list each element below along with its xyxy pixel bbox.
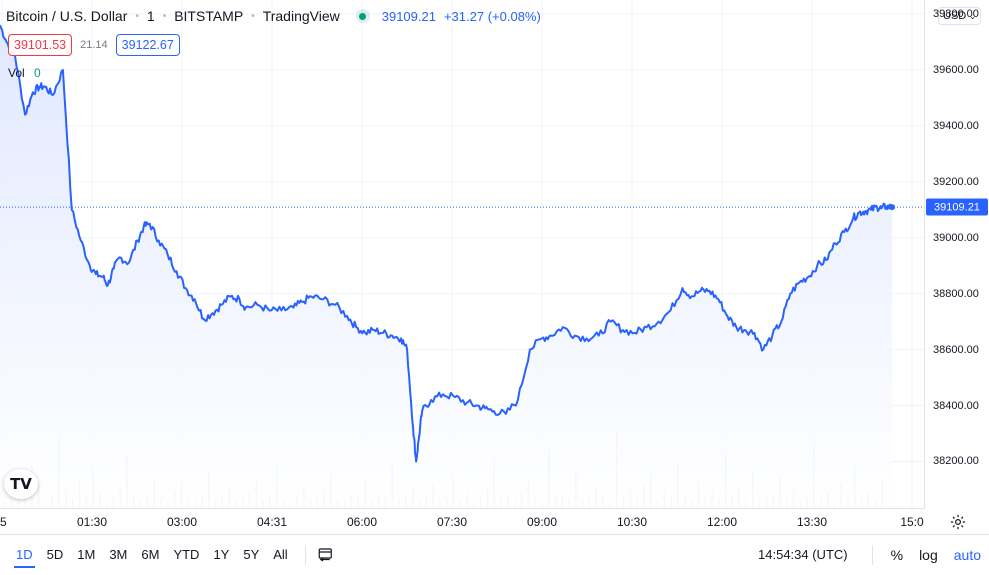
range-button-3m[interactable]: 3M: [109, 546, 128, 562]
bottom-toolbar: 1D 5D 1M 3M 6M YTD 1Y 5Y All 14:54:34 (UTC) % lo…: [0, 534, 989, 574]
tradingview-logo-icon: TV: [10, 475, 32, 493]
volume-legend[interactable]: Vol 0: [8, 66, 41, 80]
tradingview-logo[interactable]: TV: [4, 469, 38, 499]
currency-label: USD: [943, 10, 967, 22]
price-tick-label: 39000.00: [933, 231, 979, 244]
time-tick-label: 13:30: [796, 515, 828, 529]
time-tick-label: 07:30: [436, 515, 468, 529]
range-button-1d[interactable]: 1D: [9, 535, 40, 575]
price-tick-label: 39200.00: [933, 175, 979, 188]
time-tick-label: 10:30: [616, 515, 648, 529]
price-chart[interactable]: [0, 0, 925, 509]
last-price-label: 39109.21: [926, 198, 988, 216]
percent-scale-toggle[interactable]: %: [890, 546, 904, 563]
spread-value: 21.14: [80, 39, 108, 51]
price-tick-label: 39600.00: [933, 63, 979, 76]
exchange-label: BITSTAMP: [174, 8, 244, 24]
toolbar-divider: [304, 544, 306, 565]
currency-selector-button[interactable]: USD ⌄: [938, 7, 981, 25]
symbol-name[interactable]: Bitcoin / U.S. Dollar: [6, 8, 128, 24]
time-tick-label: 03:00: [166, 515, 198, 529]
interval-label[interactable]: 1: [146, 8, 155, 24]
range-button-all[interactable]: All: [273, 546, 288, 562]
log-scale-toggle[interactable]: log: [919, 546, 938, 563]
separator-dot-icon: •: [251, 10, 255, 22]
price-tick-label: 38400.00: [933, 399, 979, 412]
chart-area[interactable]: Bitcoin / U.S. Dollar • 1 • BITSTAMP • T…: [0, 0, 925, 509]
time-axis[interactable]: 5 01:30 03:00 04:31 06:00 07:30 09:00 10:30 12:0…: [0, 509, 925, 534]
chart-header: Bitcoin / U.S. Dollar • 1 • BITSTAMP • T…: [6, 8, 541, 24]
time-tick-label: 06:00: [346, 515, 378, 529]
price-tick-label: 39400.00: [933, 119, 979, 132]
separator-dot-icon: •: [135, 10, 139, 22]
time-tick-label: 15:0: [900, 515, 924, 529]
header-price-change: +31.27 (+0.08%): [443, 8, 541, 24]
quote-row: 39101.53 21.14 39122.67: [8, 34, 180, 56]
price-tick-label: 39800.00: [933, 7, 979, 20]
separator-dot-icon: •: [162, 10, 167, 22]
price-tick-label: 38600.00: [933, 343, 979, 356]
range-button-5y[interactable]: 5Y: [243, 546, 260, 562]
time-tick-label: 12:00: [706, 515, 738, 529]
toolbar-divider: [871, 544, 873, 565]
range-button-5d[interactable]: 5D: [46, 546, 64, 562]
price-tick-label: 38800.00: [933, 287, 979, 300]
date-range-picker-icon[interactable]: [316, 545, 336, 565]
price-tick-label: 38200.00: [933, 455, 979, 468]
date-range-buttons: 1D 5D 1M 3M 6M YTD 1Y 5Y All: [9, 535, 295, 575]
ask-price-button[interactable]: 39122.67: [115, 34, 180, 56]
bid-price-button[interactable]: 39101.53: [8, 34, 73, 56]
range-button-ytd[interactable]: YTD: [173, 546, 200, 562]
price-series-line[interactable]: [0, 24, 893, 463]
price-axis[interactable]: USD ⌄ 39800.00 39600.00 39400.00 39200.00 39…: [925, 0, 989, 509]
volume-label: Vol: [8, 66, 25, 80]
range-button-1m[interactable]: 1M: [77, 546, 96, 562]
auto-scale-toggle[interactable]: auto: [953, 546, 981, 563]
range-button-1y[interactable]: 1Y: [213, 546, 230, 562]
last-price-point: [889, 204, 896, 211]
time-tick-label: 09:00: [526, 515, 558, 529]
time-tick-label: 04:31: [256, 515, 288, 529]
chevron-down-icon: ⌄: [969, 12, 976, 21]
time-tick-label: 01:30: [76, 515, 108, 529]
price-area-fill: [0, 25, 893, 508]
chart-settings-gear-icon[interactable]: [948, 512, 968, 532]
market-open-status-icon[interactable]: [355, 9, 370, 23]
utc-clock[interactable]: 14:54:34 (UTC): [758, 547, 848, 562]
time-tick-label: 5: [0, 515, 7, 529]
range-button-6m[interactable]: 6M: [141, 546, 160, 562]
source-label: TradingView: [262, 8, 340, 24]
header-last-price: 39109.21: [381, 8, 436, 24]
volume-value: 0: [34, 66, 41, 80]
